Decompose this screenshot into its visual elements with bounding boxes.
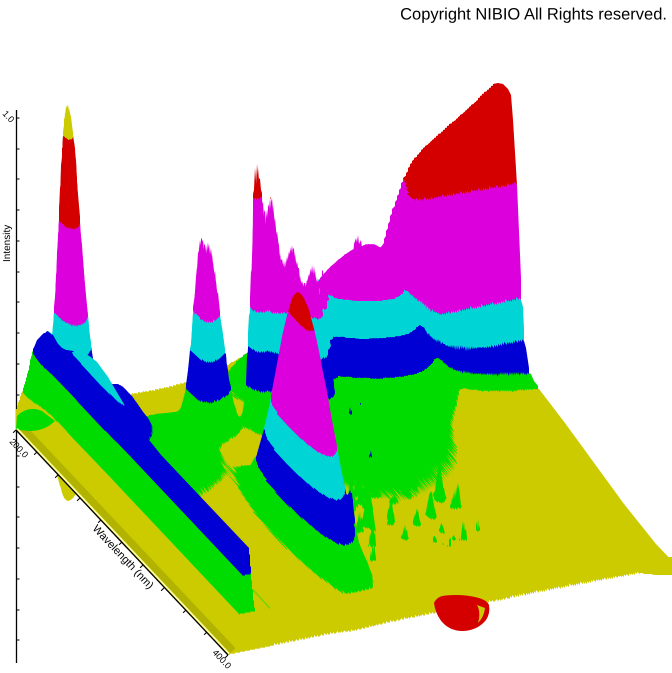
svg-text:Intensity: Intensity	[2, 225, 13, 262]
svg-text:Copyright NIBIO All Rights res: Copyright NIBIO All Rights reserved.	[400, 6, 667, 24]
